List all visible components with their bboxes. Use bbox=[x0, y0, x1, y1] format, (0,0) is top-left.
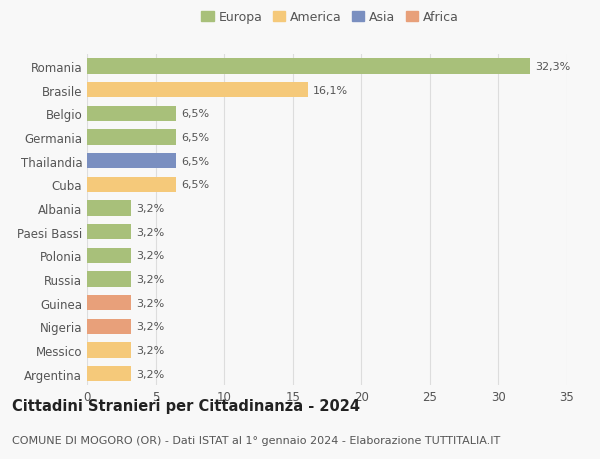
Bar bbox=[87, 83, 308, 98]
Text: Cittadini Stranieri per Cittadinanza - 2024: Cittadini Stranieri per Cittadinanza - 2… bbox=[12, 398, 360, 413]
Text: 3,2%: 3,2% bbox=[136, 298, 164, 308]
Bar bbox=[87, 366, 131, 381]
Text: COMUNE DI MOGORO (OR) - Dati ISTAT al 1° gennaio 2024 - Elaborazione TUTTITALIA.: COMUNE DI MOGORO (OR) - Dati ISTAT al 1°… bbox=[12, 435, 500, 445]
Text: 6,5%: 6,5% bbox=[182, 109, 210, 119]
Text: 3,2%: 3,2% bbox=[136, 345, 164, 355]
Bar bbox=[87, 224, 131, 240]
Bar bbox=[87, 342, 131, 358]
Bar bbox=[87, 106, 176, 122]
Text: 3,2%: 3,2% bbox=[136, 203, 164, 213]
Text: 3,2%: 3,2% bbox=[136, 322, 164, 331]
Bar bbox=[87, 248, 131, 263]
Bar bbox=[87, 295, 131, 311]
Legend: Europa, America, Asia, Africa: Europa, America, Asia, Africa bbox=[199, 9, 461, 27]
Bar bbox=[87, 272, 131, 287]
Bar bbox=[87, 201, 131, 216]
Bar bbox=[87, 59, 530, 74]
Bar bbox=[87, 319, 131, 334]
Text: 3,2%: 3,2% bbox=[136, 369, 164, 379]
Text: 16,1%: 16,1% bbox=[313, 85, 349, 95]
Text: 6,5%: 6,5% bbox=[182, 133, 210, 143]
Bar bbox=[87, 154, 176, 169]
Text: 3,2%: 3,2% bbox=[136, 227, 164, 237]
Text: 32,3%: 32,3% bbox=[535, 62, 571, 72]
Bar bbox=[87, 177, 176, 193]
Text: 6,5%: 6,5% bbox=[182, 180, 210, 190]
Text: 3,2%: 3,2% bbox=[136, 274, 164, 284]
Bar bbox=[87, 130, 176, 146]
Text: 3,2%: 3,2% bbox=[136, 251, 164, 261]
Text: 6,5%: 6,5% bbox=[182, 157, 210, 166]
